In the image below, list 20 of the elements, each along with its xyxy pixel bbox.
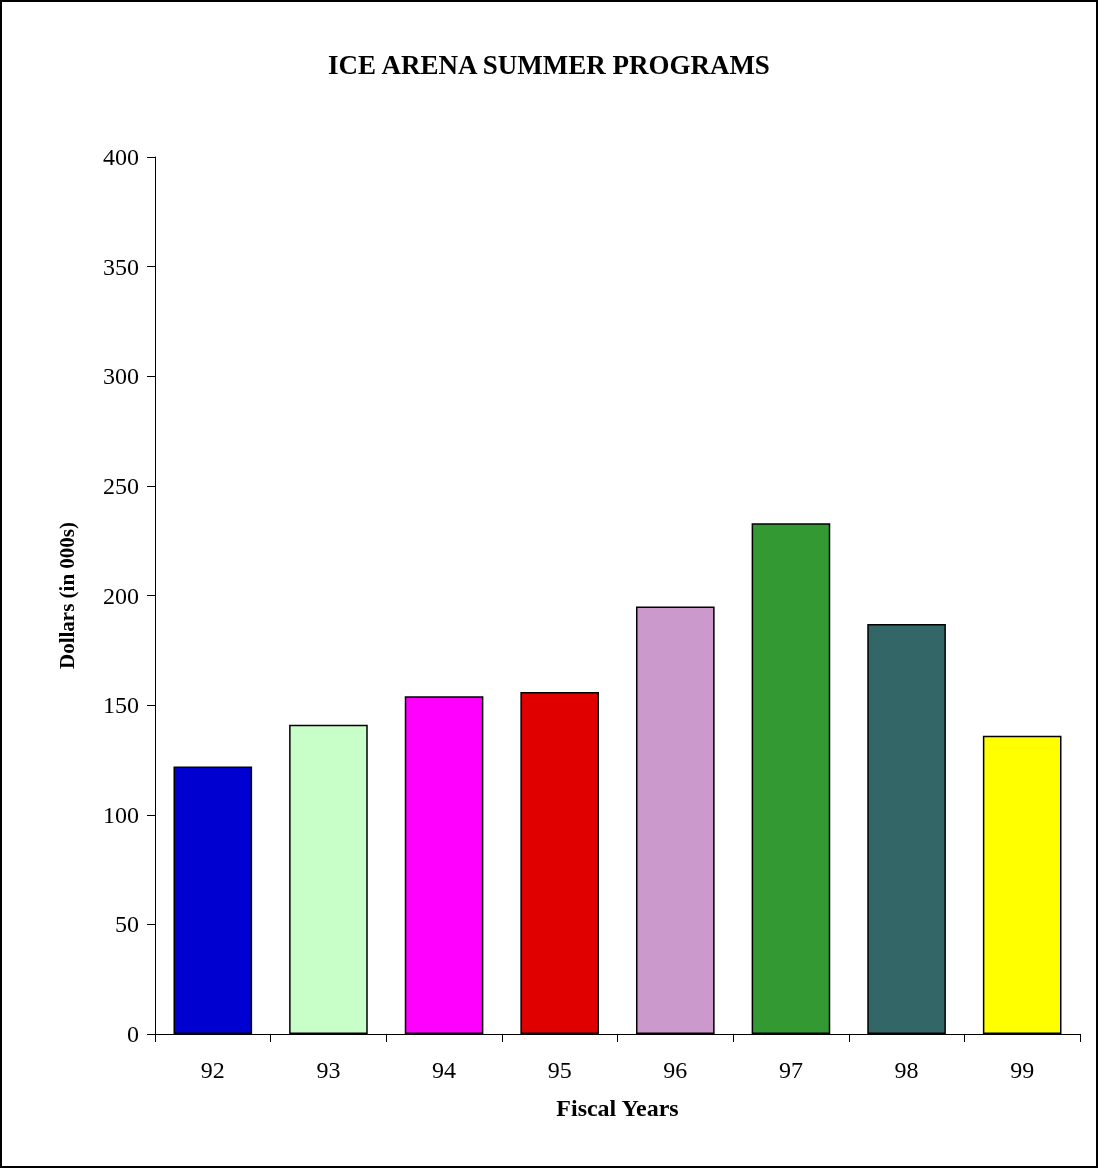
x-axis-title: Fiscal Years — [556, 1095, 679, 1121]
x-tick-label: 93 — [316, 1057, 341, 1083]
x-tick-label: 94 — [432, 1057, 457, 1083]
x-tick-label: 99 — [1010, 1057, 1035, 1083]
y-tick-label: 350 — [103, 253, 139, 280]
y-tick-label: 400 — [103, 144, 139, 170]
x-tick-label: 97 — [778, 1057, 803, 1083]
y-axis-title: Dollars (in 000s) — [54, 521, 79, 669]
x-tick-label: 95 — [547, 1057, 572, 1083]
y-tick-label: 0 — [127, 1021, 139, 1047]
y-tick-label: 200 — [103, 582, 139, 609]
x-tick-label: 98 — [894, 1057, 919, 1083]
y-tick-label: 150 — [103, 692, 139, 719]
y-tick-label: 300 — [103, 363, 139, 390]
x-tick-label: 96 — [663, 1057, 688, 1083]
x-tick-label: 92 — [200, 1057, 225, 1083]
y-tick-label: 50 — [115, 911, 139, 938]
chart-title: ICE ARENA SUMMER PROGRAMS — [328, 49, 770, 80]
y-tick-label: 100 — [103, 801, 139, 828]
y-tick-label: 250 — [103, 472, 139, 499]
